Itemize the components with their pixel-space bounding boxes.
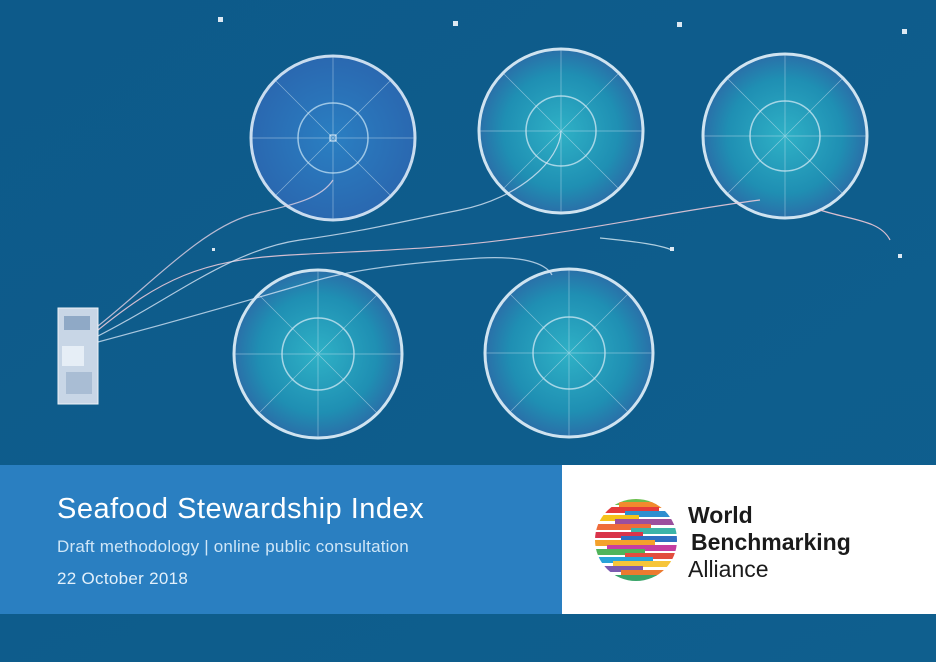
striped-globe-icon — [595, 499, 677, 581]
title-band: Seafood Stewardship Index Draft methodol… — [0, 465, 936, 614]
logo-panel: World Benchmarking Alliance — [562, 465, 936, 614]
report-date: 22 October 2018 — [57, 569, 189, 588]
barge — [57, 307, 99, 405]
logo-line-alliance: Alliance — [688, 556, 769, 582]
title-panel: Seafood Stewardship Index Draft methodol… — [0, 465, 562, 614]
report-subtitle: Draft methodology | online public consul… — [57, 537, 409, 556]
logo-line-benchmarking: Benchmarking — [691, 529, 851, 555]
wba-logo-wordmark: World Benchmarking Alliance — [688, 502, 851, 583]
report-title: Seafood Stewardship Index — [57, 493, 425, 525]
logo-line-world: World — [688, 502, 753, 528]
